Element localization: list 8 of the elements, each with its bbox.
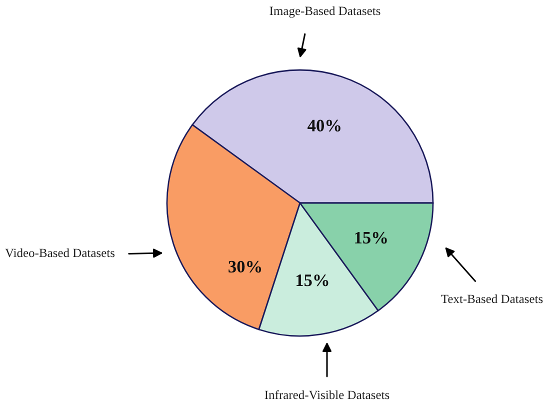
slice-label: Image-Based Datasets bbox=[270, 6, 380, 18]
slice-label: Infrared-Visible Datasets bbox=[264, 390, 390, 400]
data-label: 30% bbox=[228, 260, 262, 273]
slice-label: Text-Based Datasets bbox=[441, 294, 543, 304]
slice-label: Video-Based Datasets bbox=[5, 248, 115, 258]
data-label: 15% bbox=[296, 274, 328, 286]
data-label: 15% bbox=[355, 232, 387, 244]
data-label: 40% bbox=[308, 120, 340, 132]
